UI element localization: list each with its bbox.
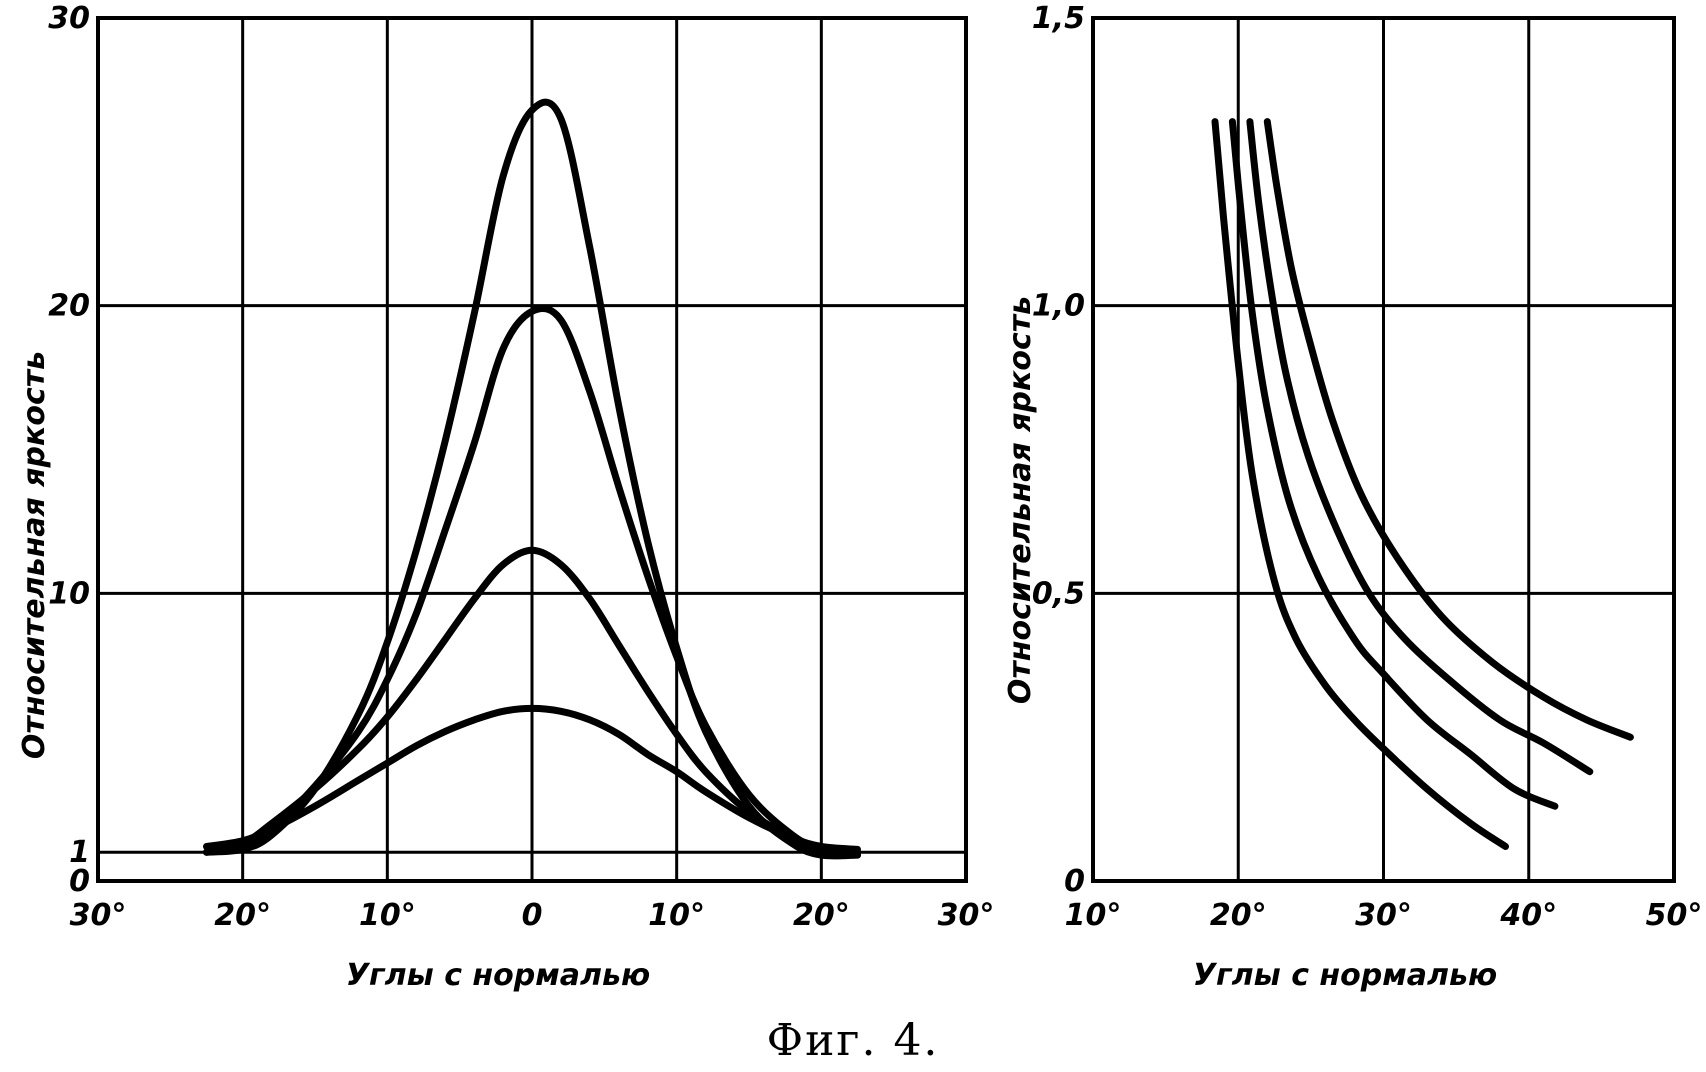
figure-caption: Фиг. 4. bbox=[767, 1015, 940, 1066]
left-y-tick-label: 10 bbox=[48, 576, 90, 611]
left-y-ticks: 01 10 20 30 bbox=[48, 1, 90, 899]
right-x-axis-label: Углы с нормалью bbox=[1193, 958, 1497, 993]
left-y-tick-label: 30 bbox=[48, 1, 90, 36]
left-x-ticks: 30° 20° 10° 0 10° 20° 30° bbox=[70, 898, 995, 933]
right-curve-3 bbox=[1246, 118, 1594, 776]
left-curve-1 bbox=[203, 704, 861, 853]
left-curve-3 bbox=[203, 304, 861, 859]
left-y-tick-label: 1 bbox=[69, 835, 90, 870]
right-curve-2 bbox=[1228, 118, 1559, 810]
right-y-axis-label: Относительная яркость bbox=[1003, 296, 1038, 704]
left-y-axis-label: Относительная яркость bbox=[17, 351, 52, 759]
chart-right-brightness-falloff: 0 0,5 1,0 1,5 10° 20° 30° 40° 50° Относительная… bbox=[1003, 1, 1702, 993]
right-x-tick-label: 10° bbox=[1065, 898, 1122, 933]
left-x-tick-label: 10° bbox=[648, 898, 705, 933]
left-x-tick-label: 30° bbox=[938, 898, 995, 933]
right-x-tick-label: 30° bbox=[1355, 898, 1412, 933]
left-curve-2 bbox=[203, 546, 861, 856]
left-x-tick-label: 20° bbox=[214, 898, 271, 933]
right-curve-1 bbox=[1211, 118, 1509, 850]
left-x-tick-label: 20° bbox=[793, 898, 850, 933]
right-y-tick-label: 1,5 bbox=[1032, 1, 1085, 36]
left-x-tick-label: 10° bbox=[359, 898, 416, 933]
right-curve-4 bbox=[1263, 118, 1634, 741]
left-y-tick-label: 0 bbox=[69, 864, 90, 899]
left-curve-4 bbox=[203, 98, 861, 860]
right-plot-frame bbox=[1091, 16, 1676, 883]
right-x-tick-label: 20° bbox=[1210, 898, 1267, 933]
left-grid bbox=[98, 18, 966, 881]
left-plot-frame bbox=[96, 16, 968, 883]
right-x-tick-label: 50° bbox=[1646, 898, 1703, 933]
right-y-tick-label: 1,0 bbox=[1032, 289, 1085, 324]
left-x-tick-label: 0 bbox=[522, 898, 543, 933]
left-x-axis-label: Углы с нормалью bbox=[346, 958, 650, 993]
left-curves bbox=[203, 98, 861, 860]
left-x-tick-label: 30° bbox=[70, 898, 127, 933]
right-y-ticks: 0 0,5 1,0 1,5 bbox=[1032, 1, 1085, 899]
right-y-tick-label: 0 bbox=[1064, 864, 1085, 899]
right-x-ticks: 10° 20° 30° 40° 50° bbox=[1065, 898, 1703, 933]
right-x-tick-label: 40° bbox=[1499, 898, 1557, 933]
right-curves bbox=[1211, 118, 1634, 850]
left-y-tick-label: 20 bbox=[48, 289, 90, 324]
right-y-tick-label: 0,5 bbox=[1032, 576, 1085, 611]
